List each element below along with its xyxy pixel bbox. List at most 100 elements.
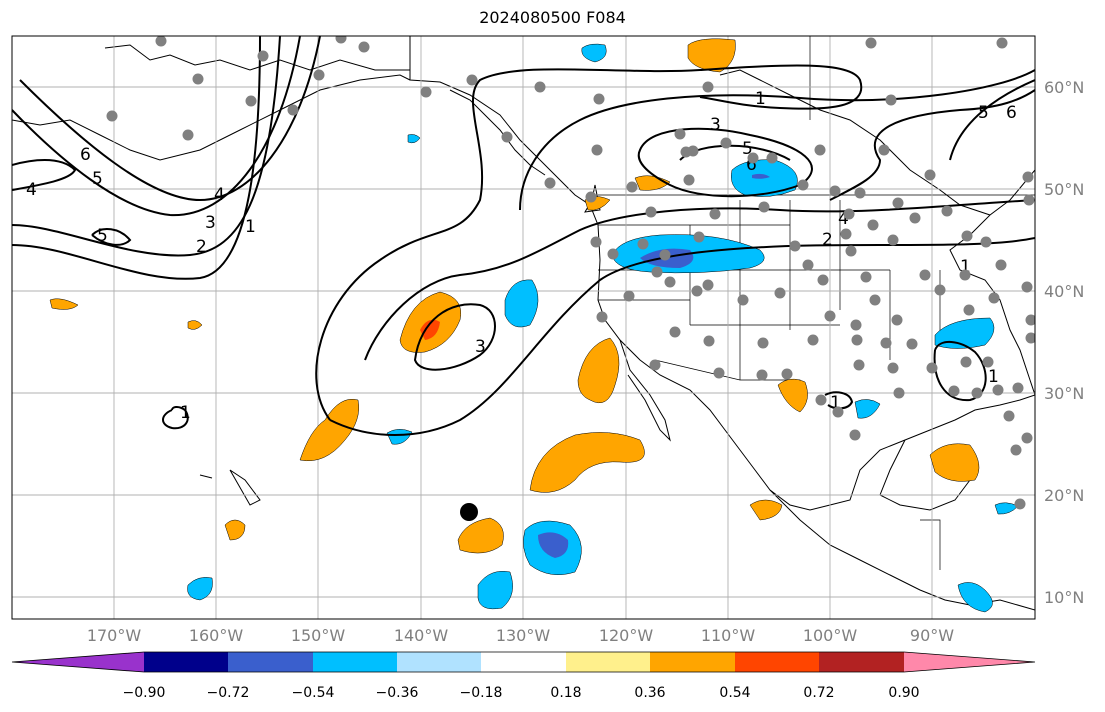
- station-marker: [607, 248, 619, 260]
- station-marker: [995, 259, 1007, 271]
- station-marker: [702, 81, 714, 93]
- shade-blue-gulf-states: [934, 317, 995, 349]
- contour-label: 2: [196, 237, 207, 257]
- shade-orange-gulf: [929, 443, 980, 482]
- station-marker: [849, 429, 861, 441]
- station-marker: [766, 152, 778, 164]
- shade-orange-canada: [687, 38, 736, 73]
- station-marker: [1012, 382, 1024, 394]
- lat-label-50n: 50°N: [1044, 180, 1084, 199]
- station-marker: [335, 36, 347, 44]
- contour-label: 1: [960, 257, 971, 277]
- station-marker: [802, 259, 814, 271]
- colorbar-cell: [481, 652, 566, 672]
- station-marker: [878, 144, 890, 156]
- station-marker: [934, 284, 946, 296]
- station-marker: [313, 69, 325, 81]
- lon-label-170w: 170°W: [87, 626, 142, 645]
- station-marker: [869, 294, 881, 306]
- lon-label-110w: 110°W: [701, 626, 756, 645]
- colorbar-tick-label: −0.72: [207, 685, 250, 701]
- map-area: 1 3 5 6 4 2 3 6 5 4 5 4 3 2 1 5 6 1 1 1 …: [12, 36, 1035, 619]
- contour-label: 3: [710, 115, 721, 135]
- lat-label-40n: 40°N: [1044, 282, 1084, 301]
- station-marker: [909, 212, 921, 224]
- contour-label: 1: [988, 367, 999, 387]
- station-marker: [1021, 281, 1033, 293]
- map-frame: [11, 35, 1036, 620]
- contour-label: 1: [755, 89, 766, 109]
- station-marker: [850, 319, 862, 331]
- shade-orange-west-pacific: [49, 298, 79, 310]
- station-marker: [971, 387, 983, 399]
- station-marker: [1014, 498, 1026, 510]
- station-marker: [713, 367, 725, 379]
- station-marker: [797, 179, 809, 191]
- shade-orange-mexico-offshore: [529, 432, 645, 493]
- contour-label: 6: [746, 155, 757, 175]
- station-marker: [959, 269, 971, 281]
- colorbar-cell: [904, 652, 1035, 672]
- station-marker: [593, 93, 605, 105]
- station-marker: [892, 197, 904, 209]
- station-marker: [885, 94, 897, 106]
- colorbar-cell: [819, 652, 904, 672]
- contour-label: 6: [80, 145, 91, 165]
- station-marker: [758, 201, 770, 213]
- station-marker: [585, 191, 597, 203]
- station-marker: [590, 236, 602, 248]
- station-marker: [687, 145, 699, 157]
- shade-darkblue-baja-south: [538, 532, 569, 558]
- shade-blue-small-4: [957, 582, 993, 613]
- station-marker: [693, 231, 705, 243]
- station-marker: [961, 230, 973, 242]
- shade-orange-small: [187, 320, 203, 330]
- station-marker: [1021, 432, 1033, 444]
- colorbar-tick-label: −0.18: [460, 685, 503, 701]
- station-marker: [963, 304, 975, 316]
- shade-orange-hawaii: [224, 519, 246, 541]
- station-marker: [501, 131, 513, 143]
- station-marker: [420, 86, 432, 98]
- station-marker: [887, 234, 899, 246]
- station-marker: [637, 238, 649, 250]
- station-marker: [924, 169, 936, 181]
- colorbar-cell: [228, 652, 313, 672]
- station-marker: [466, 74, 478, 86]
- station-marker: [1010, 444, 1022, 456]
- station-marker: [774, 287, 786, 299]
- station-marker: [737, 294, 749, 306]
- contour-label: 3: [475, 337, 486, 357]
- station-marker: [1022, 171, 1034, 183]
- station-marker: [980, 236, 992, 248]
- station-marker: [851, 334, 863, 346]
- shade-orange-tropical: [457, 517, 504, 554]
- station-marker: [756, 369, 768, 381]
- station-marker: [645, 206, 657, 218]
- station-marker: [988, 292, 1000, 304]
- station-marker: [880, 337, 892, 349]
- contour-label: 5: [978, 103, 989, 123]
- station-marker: [789, 240, 801, 252]
- station-marker: [887, 362, 899, 374]
- lon-label-120w: 120°W: [599, 626, 654, 645]
- station-marker: [703, 335, 715, 347]
- colorbar-tick-label: 0.90: [888, 685, 919, 701]
- colorbar-cell: [735, 652, 819, 672]
- station-marker: [919, 269, 931, 281]
- contour-label: 1: [245, 217, 256, 237]
- lat-label-30n: 30°N: [1044, 384, 1084, 403]
- station-marker: [814, 144, 826, 156]
- station-marker: [893, 387, 905, 399]
- station-marker: [720, 137, 732, 149]
- shade-blue-offshore-oregon: [504, 279, 539, 328]
- station-marker: [683, 174, 695, 186]
- contour-label: 1: [180, 403, 191, 423]
- colorbar-tick-label: −0.36: [376, 685, 419, 701]
- station-marker: [544, 177, 556, 189]
- station-marker: [832, 406, 844, 418]
- map-title: 2024080500 F084: [479, 8, 626, 27]
- contour-label: 2: [822, 230, 833, 250]
- station-marker: [747, 152, 759, 164]
